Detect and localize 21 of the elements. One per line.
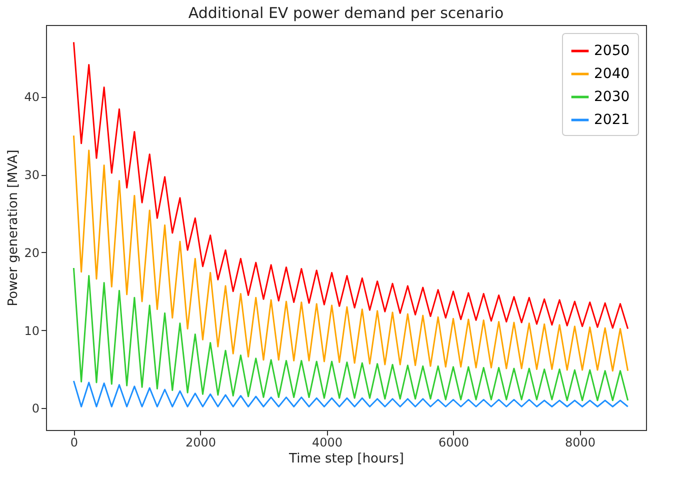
chart-title: Additional EV power demand per scenario [188,4,504,22]
x-tick-label: 8000 [564,436,596,450]
y-tick-label: 40 [24,90,40,104]
y-tick-label: 0 [32,402,40,416]
x-tick-label: 6000 [438,436,470,450]
y-tick-label: 30 [24,168,40,182]
legend-label: 2021 [594,112,630,128]
y-tick-label: 20 [24,246,40,260]
legend-label: 2040 [594,66,630,82]
line-series [72,41,629,330]
legend-label: 2050 [594,43,630,59]
legend-label: 2030 [594,89,630,105]
x-tick-label: 4000 [312,436,343,450]
x-tick-label: 0 [70,436,78,450]
line-series [72,380,629,408]
y-axis-title: Power generation [MVA] [6,150,22,306]
x-tick-label: 2000 [185,436,216,450]
line-series [72,134,629,372]
y-tick-label: 10 [24,324,40,338]
line-series [72,267,629,402]
x-axis-title: Time step [hours] [288,452,404,466]
